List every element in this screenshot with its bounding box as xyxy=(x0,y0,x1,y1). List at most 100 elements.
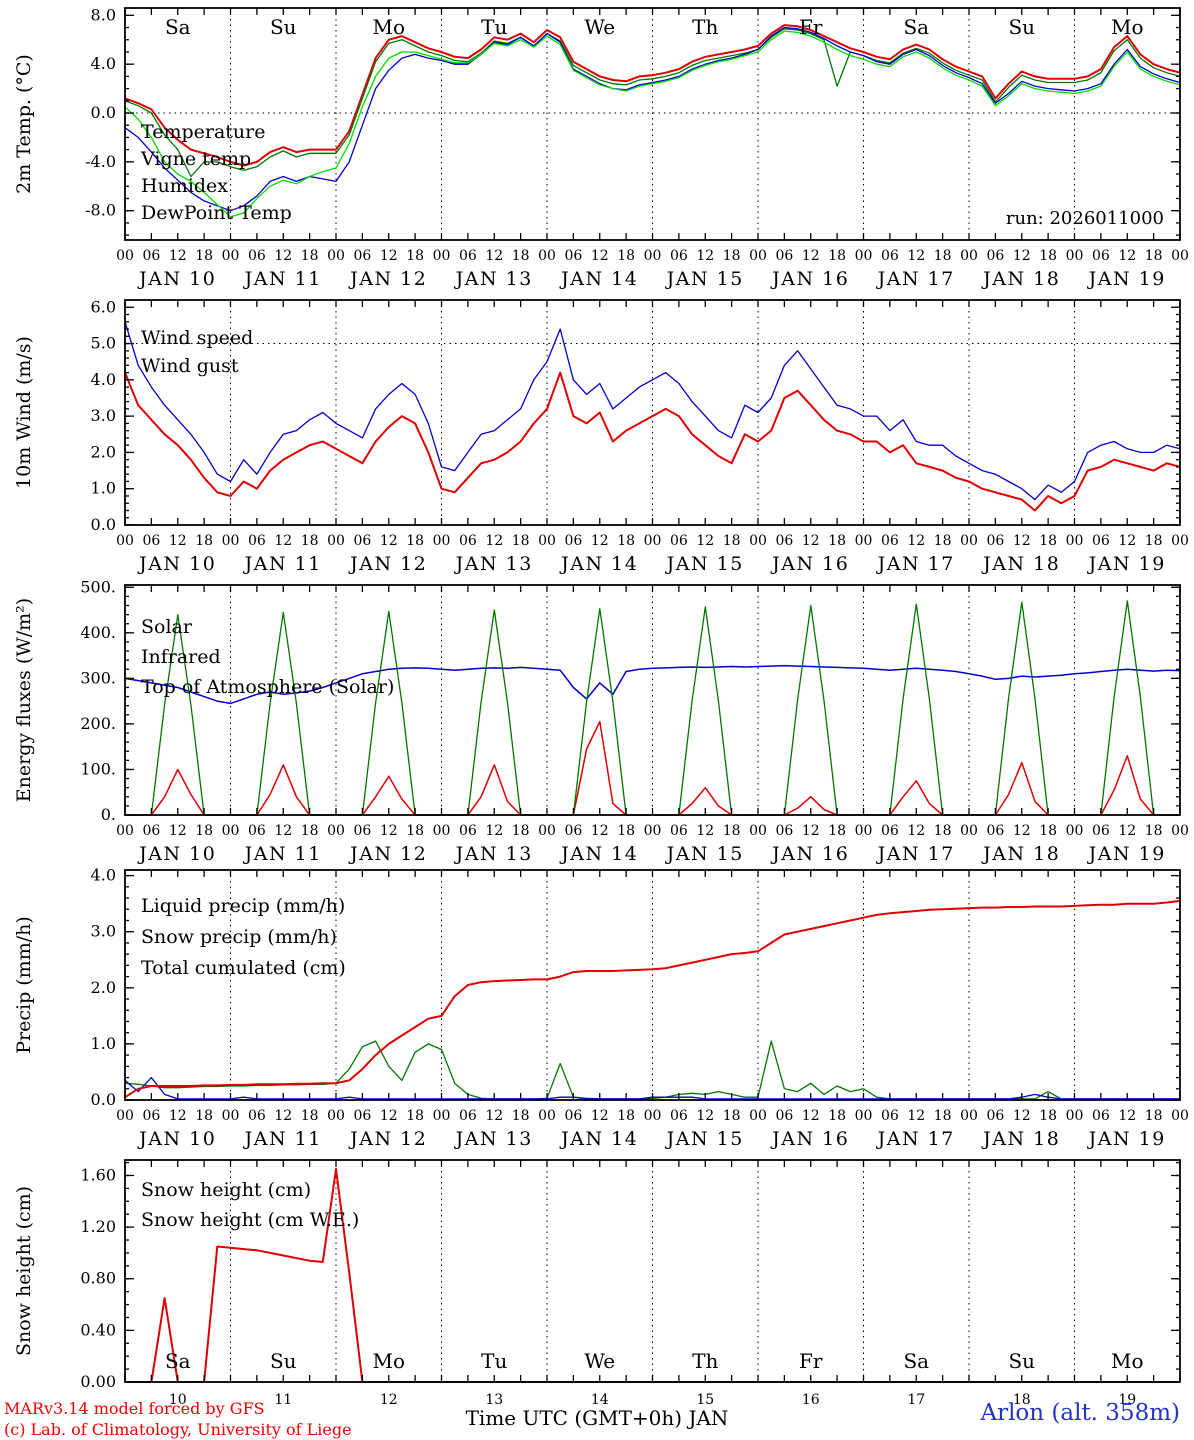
date-label: JAN 17 xyxy=(876,553,955,575)
y-tick-label: 500. xyxy=(80,577,116,596)
x-tick-label: 00 xyxy=(644,823,662,839)
date-label: JAN 10 xyxy=(137,1128,216,1150)
x-tick-label: 00 xyxy=(222,1108,240,1124)
y-tick-label: 4.0 xyxy=(91,370,116,389)
legend-wind-gust: Wind gust xyxy=(141,355,239,377)
x-tick-label: 06 xyxy=(459,248,477,264)
x-tick-label: 12 xyxy=(802,533,820,549)
day-number: 12 xyxy=(380,1392,398,1408)
x-tick-label: 18 xyxy=(1145,823,1163,839)
day-number: 18 xyxy=(1013,1392,1031,1408)
x-tick-label: 18 xyxy=(723,533,741,549)
x-tick-label: 06 xyxy=(986,1108,1004,1124)
x-tick-label: 12 xyxy=(485,823,503,839)
x-tick-label: 06 xyxy=(881,533,899,549)
x-tick-label: 00 xyxy=(116,533,134,549)
x-tick-label: 18 xyxy=(406,1108,424,1124)
x-tick-label: 06 xyxy=(353,823,371,839)
x-tick-label: 12 xyxy=(907,1108,925,1124)
x-tick-label: 00 xyxy=(644,248,662,264)
legend-temperature: Temperature xyxy=(141,121,265,143)
x-tick-label: 00 xyxy=(1171,533,1189,549)
x-tick-label: 12 xyxy=(1118,1108,1136,1124)
y-tick-label: 0.0 xyxy=(91,103,116,122)
y-tick-label: 8.0 xyxy=(91,5,116,24)
x-tick-label: 12 xyxy=(696,823,714,839)
x-tick-label: 12 xyxy=(169,248,187,264)
date-label: JAN 18 xyxy=(981,268,1060,290)
x-tick-label: 00 xyxy=(538,248,556,264)
credits: MARv3.14 model forced by GFS (c) Lab. of… xyxy=(4,1398,352,1440)
x-tick-label: 18 xyxy=(301,248,319,264)
x-tick-label: 00 xyxy=(644,533,662,549)
x-tick-label: 18 xyxy=(512,533,530,549)
legend-snow-precip-mm-h: Snow precip (mm/h) xyxy=(141,926,337,948)
series-wind-gust xyxy=(124,321,1181,501)
x-tick-label: 18 xyxy=(1039,1108,1057,1124)
weekday-label: Sa xyxy=(165,1349,191,1373)
x-tick-label: 18 xyxy=(617,248,635,264)
date-label: JAN 16 xyxy=(770,268,849,290)
x-tick-label: 18 xyxy=(1039,533,1057,549)
y-tick-label: -4.0 xyxy=(85,152,116,171)
station-label: Arlon (alt. 358m) xyxy=(980,1400,1180,1426)
x-tick-label: 06 xyxy=(1092,1108,1110,1124)
weekday-label: Tu xyxy=(481,1349,507,1373)
panel-10m-wind: 6.05.04.03.02.01.00.000 06 12 18 00 06 12 18 00 0… xyxy=(13,297,1189,575)
y-axis-title: 2m Temp. (°C) xyxy=(13,54,35,194)
x-tick-label: 00 xyxy=(855,823,873,839)
weekday-label: Tu xyxy=(481,15,507,39)
date-label: JAN 19 xyxy=(1087,1128,1166,1150)
x-tick-label: 00 xyxy=(538,823,556,839)
x-tick-label: 00 xyxy=(538,1108,556,1124)
x-tick-label: 18 xyxy=(934,1108,952,1124)
x-tick-label: 00 xyxy=(116,823,134,839)
y-tick-label: 4.0 xyxy=(91,866,116,885)
date-label: JAN 12 xyxy=(348,1128,427,1150)
y-tick-label: 6.0 xyxy=(91,297,116,316)
x-tick-label: 18 xyxy=(934,248,952,264)
x-tick-label: 12 xyxy=(1013,248,1031,264)
x-tick-label: 12 xyxy=(696,248,714,264)
date-label: JAN 10 xyxy=(137,268,216,290)
y-tick-label: 300. xyxy=(80,668,116,687)
x-tick-label: 18 xyxy=(828,1108,846,1124)
legend-dewpoint-temp: DewPoint Temp xyxy=(141,202,292,224)
x-tick-label: 12 xyxy=(169,823,187,839)
weekday-label: Sa xyxy=(903,1349,929,1373)
x-tick-label: 00 xyxy=(433,1108,451,1124)
x-tick-label: 12 xyxy=(380,248,398,264)
x-tick-label: 06 xyxy=(986,533,1004,549)
weekday-label: We xyxy=(584,1349,615,1373)
y-axis-title: Precip (mm/h) xyxy=(13,916,35,1054)
x-tick-label: 06 xyxy=(986,823,1004,839)
date-label: JAN 19 xyxy=(1087,553,1166,575)
date-label: JAN 15 xyxy=(665,843,744,865)
weekday-label: Fr xyxy=(799,1349,823,1373)
legend-wind-speed: Wind speed xyxy=(141,327,253,349)
x-tick-label: 00 xyxy=(327,823,345,839)
y-tick-label: 2.0 xyxy=(91,978,116,997)
x-tick-label: 18 xyxy=(828,533,846,549)
x-tick-label: 18 xyxy=(617,823,635,839)
x-tick-label: 06 xyxy=(775,823,793,839)
x-tick-label: 06 xyxy=(775,248,793,264)
x-tick-label: 00 xyxy=(327,533,345,549)
x-tick-label: 00 xyxy=(749,1108,767,1124)
x-tick-label: 06 xyxy=(881,823,899,839)
y-tick-label: 1.60 xyxy=(80,1165,116,1184)
x-tick-label: 18 xyxy=(195,533,213,549)
x-tick-label: 18 xyxy=(828,248,846,264)
y-tick-label: 0. xyxy=(101,805,116,824)
x-tick-label: 06 xyxy=(248,248,266,264)
date-label: JAN 17 xyxy=(876,1128,955,1150)
x-tick-label: 06 xyxy=(459,533,477,549)
x-tick-label: 12 xyxy=(1013,1108,1031,1124)
y-tick-label: 0.80 xyxy=(80,1269,116,1288)
x-tick-label: 06 xyxy=(564,823,582,839)
y-axis-title: Snow height (cm) xyxy=(13,1186,35,1356)
x-tick-label: 12 xyxy=(591,533,609,549)
y-tick-label: 100. xyxy=(80,759,116,778)
series-wind-speed xyxy=(124,371,1181,512)
x-tick-label: 18 xyxy=(1145,533,1163,549)
